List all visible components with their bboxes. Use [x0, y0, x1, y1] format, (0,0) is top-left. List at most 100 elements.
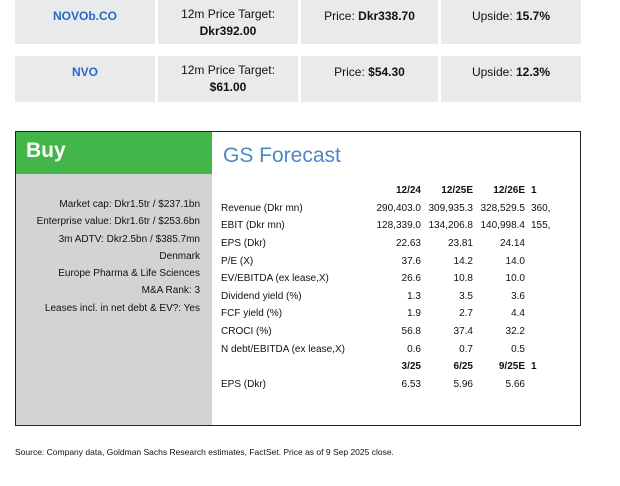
- upside-value: 12.3%: [516, 65, 551, 79]
- metric-label: Revenue (Dkr mn): [221, 202, 303, 214]
- period-header: 1: [531, 185, 537, 197]
- metric-value: 4.4: [511, 308, 525, 320]
- metric-value: [525, 305, 553, 323]
- metric-value: 1.9: [407, 308, 421, 320]
- upside-label: Upside:: [471, 65, 513, 79]
- metric-value: 328,529.5: [480, 202, 526, 214]
- metric-value: 37.4: [453, 326, 473, 338]
- metric-value: 0.5: [511, 343, 525, 355]
- metric-label: EBIT (Dkr mn): [221, 220, 285, 232]
- metric-label: FCF yield (%): [221, 308, 283, 320]
- metric-value: 155,: [531, 220, 551, 232]
- forecast-row: Dividend yield (%) 1.3 3.5 3.6: [221, 288, 553, 306]
- price-target-cell: 12m Price Target: Dkr392.00: [155, 0, 298, 44]
- metric-value: 3.6: [511, 290, 525, 302]
- metric-value: [525, 235, 553, 253]
- metric-value: 3.5: [459, 290, 473, 302]
- metric-value: 1.3: [407, 290, 421, 302]
- metric-value: 128,339.0: [376, 220, 422, 232]
- forecast-row: Revenue (Dkr mn) 290,403.0 309,935.3 328,52…: [221, 200, 553, 218]
- forecast-row: P/E (X) 37.6 14.2 14.0: [221, 252, 553, 270]
- meta-sector: Europe Pharma & Life Sciences: [58, 268, 200, 280]
- metric-value: 0.6: [407, 343, 421, 355]
- metric-value: [525, 340, 553, 358]
- ticker-symbol-link[interactable]: NOVOb.CO: [52, 9, 117, 23]
- metric-value: 309,935.3: [428, 202, 474, 214]
- header-spacer: [221, 358, 369, 376]
- metric-value: 5.66: [505, 378, 525, 390]
- meta-ma-rank: M&A Rank: 3: [141, 285, 200, 297]
- price-target-value: Dkr392.00: [199, 24, 257, 38]
- metric-label: EPS (Dkr): [221, 238, 266, 250]
- upside-cell: Upside: 12.3%: [438, 56, 581, 102]
- metric-value: [525, 376, 553, 394]
- meta-leases: Leases incl. in net debt & EV?: Yes: [44, 302, 200, 314]
- metric-label: Dividend yield (%): [221, 290, 302, 302]
- forecast-header-row: 3/25 6/25 9/25E 1: [221, 358, 553, 376]
- metric-label: EPS (Dkr): [221, 378, 266, 390]
- period-header: 9/25E: [498, 361, 525, 373]
- upside-label: Upside:: [471, 9, 513, 23]
- metric-value: 134,206.8: [428, 220, 474, 232]
- forecast-title: GS Forecast: [223, 144, 341, 167]
- metric-value: 140,998.4: [480, 220, 526, 232]
- metric-label: CROCI (%): [221, 326, 272, 338]
- forecast-row: FCF yield (%) 1.9 2.7 4.4: [221, 305, 553, 323]
- price-target-label: 12m Price Target:: [181, 7, 275, 21]
- metric-value: 32.2: [505, 326, 525, 338]
- meta-market-cap: Market cap: Dkr1.5tr / $237.1bn: [59, 199, 200, 210]
- metric-value: 360,: [531, 202, 551, 214]
- period-header: 12/26E: [493, 185, 525, 197]
- meta-country: Denmark: [159, 250, 200, 262]
- upside-value: 15.7%: [516, 9, 551, 23]
- price-label: Price:: [334, 65, 365, 79]
- price-target-cell: 12m Price Target: $61.00: [155, 56, 298, 102]
- header-spacer: [221, 182, 369, 200]
- price-target-value: $61.00: [209, 80, 247, 94]
- metric-value: 10.8: [453, 273, 473, 285]
- price-value: $54.30: [368, 65, 405, 79]
- metric-label: N debt/EBITDA (ex lease,X): [221, 343, 345, 355]
- period-header: 3/25: [401, 361, 421, 373]
- upside-cell: Upside: 15.7%: [438, 0, 581, 44]
- metric-value: 2.7: [459, 308, 473, 320]
- period-header: 6/25: [453, 361, 473, 373]
- price-cell: Price: Dkr338.70: [298, 0, 438, 44]
- metric-value: 6.53: [401, 378, 421, 390]
- metric-value: 37.6: [401, 255, 421, 267]
- company-info-sidebar: Buy Market cap: Dkr1.5tr / $237.1bn Ente…: [16, 132, 212, 425]
- ticker-row-nvo: NVO 12m Price Target: $61.00 Price: $54.…: [15, 56, 581, 102]
- forecast-row: CROCI (%) 56.8 37.4 32.2: [221, 323, 553, 341]
- metric-value: 5.96: [453, 378, 473, 390]
- price-target-label: 12m Price Target:: [181, 63, 275, 77]
- metric-value: 22.63: [395, 238, 421, 250]
- forecast-row: EV/EBITDA (ex lease,X) 26.6 10.8 10.0: [221, 270, 553, 288]
- forecast-row: EPS (Dkr) 6.53 5.96 5.66: [221, 376, 553, 394]
- metric-value: 14.0: [505, 255, 525, 267]
- stock-summary-panel: Buy Market cap: Dkr1.5tr / $237.1bn Ente…: [15, 131, 581, 426]
- forecast-row: N debt/EBITDA (ex lease,X) 0.6 0.7 0.5: [221, 340, 553, 358]
- metric-value: 56.8: [401, 326, 421, 338]
- metric-value: 26.6: [401, 273, 421, 285]
- forecast-section: GS Forecast 12/24 12/25E 12/26E 1 Revenue (D…: [212, 132, 580, 425]
- metric-label: P/E (X): [221, 255, 254, 267]
- metric-value: 24.14: [499, 238, 525, 250]
- period-header: 12/25E: [441, 185, 473, 197]
- meta-enterprise-value: Enterprise value: Dkr1.6tr / $253.6bn: [36, 216, 200, 228]
- forecast-header-row: 12/24 12/25E 12/26E 1: [221, 182, 553, 200]
- meta-adtv: 3m ADTV: Dkr2.5bn / $385.7mn: [58, 233, 200, 245]
- metric-label: EV/EBITDA (ex lease,X): [221, 273, 329, 285]
- ticker-symbol-link[interactable]: NVO: [71, 65, 98, 79]
- metric-value: 23.81: [447, 238, 473, 250]
- forecast-row: EPS (Dkr) 22.63 23.81 24.14: [221, 235, 553, 253]
- metric-value: 290,403.0: [376, 202, 422, 214]
- price-cell: Price: $54.30: [298, 56, 438, 102]
- forecast-row: EBIT (Dkr mn) 128,339.0 134,206.8 140,998.4…: [221, 217, 553, 235]
- source-note: Source: Company data, Goldman Sachs Rese…: [15, 447, 394, 457]
- period-header: 1: [531, 361, 537, 373]
- metric-value: 14.2: [453, 255, 473, 267]
- price-value: Dkr338.70: [358, 9, 415, 23]
- metric-value: 10.0: [505, 273, 525, 285]
- metric-value: [525, 323, 553, 341]
- price-label: Price:: [324, 9, 355, 23]
